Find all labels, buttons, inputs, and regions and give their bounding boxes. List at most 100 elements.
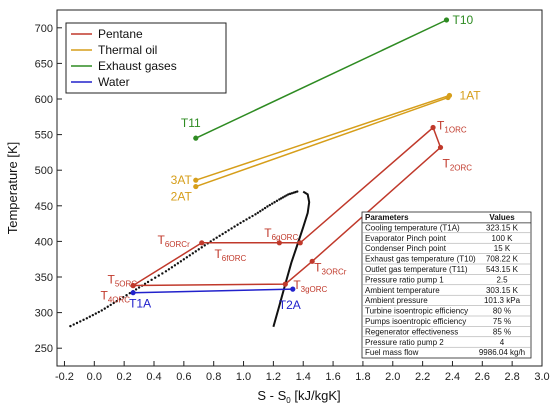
dome-liquid-point	[100, 309, 103, 312]
table-value-cell: 100 K	[492, 234, 514, 243]
point-label: 1AT	[459, 88, 481, 102]
x-tick-label: 3.0	[534, 371, 549, 383]
dome-liquid-point	[254, 213, 257, 216]
dome-liquid-point	[283, 195, 286, 198]
dome-vapor-curve	[272, 190, 311, 328]
y-axis-title: Temperature [K]	[5, 142, 20, 235]
dome-liquid-point	[215, 236, 218, 239]
point-label: T5ORC	[108, 273, 138, 289]
dome-liquid-point	[153, 276, 157, 279]
dome-liquid-point	[191, 252, 194, 255]
dome-liquid-point	[218, 234, 221, 238]
dome-liquid-point	[112, 301, 115, 305]
series-line-thermal-oil	[195, 96, 449, 188]
y-tick-label: 600	[35, 94, 53, 106]
x-tick-label: -0.2	[55, 371, 74, 383]
dome-liquid-point	[88, 315, 92, 318]
series-point-pentane	[297, 240, 303, 246]
dome-liquid-point	[194, 250, 197, 253]
point-label: T4ORC	[101, 289, 131, 305]
table-param-cell: Outlet gas temperature (T11)	[365, 265, 468, 274]
dome-liquid-point	[259, 210, 262, 213]
series-point-pentane	[276, 240, 282, 246]
parameter-table-cells: Parameters Values Cooling temperature (T1A…	[362, 213, 531, 357]
dome-liquid-point	[281, 196, 285, 199]
plot-frame	[56, 9, 543, 367]
table-header-cell: Values	[489, 213, 515, 222]
series-point-thermal-oil	[193, 183, 199, 190]
dome-liquid-point	[176, 262, 180, 265]
x-tick-label: 2.8	[505, 371, 520, 383]
axes-ticks: -0.2 0.0 0.2 0.4 0.6 0.8 1.0 1.2 1.4 1.6 1.8 2.0 2.2…	[35, 23, 550, 383]
x-axis-title: S - S0 [kJ/kgK]	[257, 388, 340, 405]
dome-liquid-point	[69, 324, 72, 328]
dome-liquid-point	[118, 298, 122, 301]
point-label: T3ORCr	[314, 260, 347, 276]
dome-liquid-point	[227, 229, 230, 232]
series-point-pentane	[437, 144, 444, 151]
dome-liquid-point	[146, 280, 150, 284]
dome-liquid-point	[75, 321, 79, 325]
dome-liquid-point	[188, 254, 192, 257]
y-tick-label: 400	[35, 236, 53, 248]
dome-liquid-point	[91, 313, 95, 317]
y-tick-label: 450	[35, 201, 53, 213]
legend: Pentane Thermal oil Exhaust gases Water	[65, 22, 227, 94]
dome-liquid-point	[103, 307, 106, 310]
dome-liquid-point	[268, 203, 272, 207]
table-param-cell: Pressure ratio pump 2	[365, 338, 444, 347]
x-tick-label: 2.2	[415, 371, 430, 383]
dome-liquid-point	[115, 300, 118, 303]
table-value-cell: 543.15 K	[486, 265, 519, 274]
table-value-cell: 9986.04 kg/h	[479, 348, 525, 357]
dome-liquid-point	[245, 218, 248, 221]
dome-liquid-point	[128, 292, 132, 295]
y-tick-label: 650	[35, 58, 53, 70]
series-point-pentane	[309, 258, 315, 264]
x-tick-label: 0.4	[146, 371, 161, 383]
dome-liquid-point	[109, 303, 112, 307]
dome-liquid-point	[278, 198, 281, 201]
table-param-cell: Cooling temperature (T1A)	[365, 223, 460, 232]
table-value-cell: 303.15 K	[486, 286, 519, 295]
point-label: T2A	[279, 298, 301, 312]
point-label: T10	[452, 13, 473, 27]
table-value-cell: 85 %	[493, 327, 511, 336]
dome-liquid-point	[97, 310, 100, 314]
dome-liquid-point	[256, 211, 260, 214]
table-param-cell: Evaporator Pinch point	[365, 234, 447, 243]
x-tick-label: 1.4	[296, 371, 311, 383]
y-tick-label: 700	[35, 23, 53, 35]
series-point-exhaust-gases	[193, 135, 199, 141]
table-param-cell: Ambient pressure	[365, 296, 428, 305]
x-tick-label: 0.0	[87, 371, 102, 383]
series-point-thermal-oil	[445, 94, 451, 101]
dome-liquid-point	[173, 264, 177, 267]
dome-liquid-point	[161, 272, 164, 275]
point-label: T11	[181, 116, 201, 130]
dome-liquid-point	[150, 278, 153, 282]
dome-liquid-point	[72, 323, 75, 326]
dome-liquid-point	[125, 294, 128, 297]
x-tick-label: 1.8	[355, 371, 370, 383]
dome-liquid-point	[167, 268, 171, 271]
point-label: T6fORC	[214, 247, 246, 263]
series-point-thermal-oil	[193, 177, 199, 183]
dome-liquid-point	[251, 214, 254, 218]
table-value-cell: 323.15 K	[486, 223, 519, 232]
dome-liquid-point	[248, 216, 251, 219]
series-point-pentane	[430, 124, 436, 131]
dome-liquid-point	[275, 199, 279, 203]
dome-liquid-point	[197, 248, 200, 251]
series-line-water	[133, 288, 293, 294]
legend-box	[65, 22, 227, 94]
table-param-cell: Ambient temperature	[365, 286, 440, 295]
table-param-cell: Pumps isoentropic efficiency	[365, 317, 466, 326]
dome-liquid-point	[263, 206, 267, 210]
table-param-cell: Pressure ratio pump 1	[365, 275, 444, 284]
dome-liquid-point	[122, 296, 125, 299]
x-tick-label: 2.4	[445, 371, 460, 383]
dome-liquid-point	[221, 232, 224, 236]
legend-label-pentane: Pentane	[98, 27, 143, 41]
dome-liquid-point	[179, 260, 183, 263]
